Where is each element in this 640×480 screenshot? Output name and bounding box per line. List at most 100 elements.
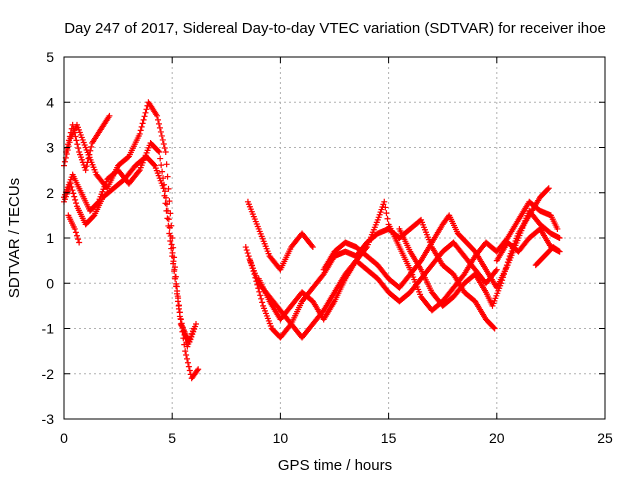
data-point bbox=[76, 239, 83, 246]
data-point bbox=[384, 215, 391, 222]
data-point bbox=[156, 124, 163, 131]
data-point bbox=[65, 137, 72, 144]
series-arc-9 bbox=[255, 198, 561, 323]
data-point bbox=[73, 200, 80, 207]
data-point bbox=[84, 159, 91, 166]
x-axis-label: GPS time / hours bbox=[278, 457, 392, 474]
data-point bbox=[501, 268, 508, 275]
data-point bbox=[154, 112, 161, 119]
data-point bbox=[162, 149, 169, 156]
data-point bbox=[176, 313, 183, 320]
data-point bbox=[308, 242, 315, 249]
data-point bbox=[159, 136, 166, 143]
data-point bbox=[170, 260, 177, 267]
data-point bbox=[259, 299, 266, 306]
data-point bbox=[504, 259, 511, 266]
axis-ticks: 0 5 10 15 20 25 -3 -2 -1 0 1 2 3 4 5 bbox=[42, 49, 613, 446]
data-point bbox=[138, 123, 145, 130]
data-point bbox=[503, 262, 510, 269]
y-tick-label: 3 bbox=[46, 140, 54, 156]
data-point bbox=[150, 161, 157, 168]
y-axis-label: SDTVAR / TECUs bbox=[6, 178, 23, 298]
data-point bbox=[106, 112, 113, 119]
data-point bbox=[87, 147, 94, 154]
x-tick-label: 10 bbox=[273, 430, 289, 446]
data-point bbox=[85, 155, 92, 162]
data-point bbox=[554, 225, 561, 232]
data-point bbox=[502, 265, 509, 272]
data-point bbox=[90, 213, 97, 220]
data-point bbox=[505, 256, 512, 263]
data-point bbox=[555, 247, 562, 254]
data-point bbox=[172, 275, 179, 282]
data-point bbox=[136, 130, 143, 137]
data-point bbox=[492, 267, 499, 274]
data-point bbox=[491, 325, 498, 332]
data-point bbox=[556, 235, 563, 241]
x-tick-label: 15 bbox=[381, 430, 397, 446]
data-point bbox=[501, 271, 508, 278]
data-point bbox=[83, 163, 90, 170]
series-arc-10 bbox=[320, 207, 563, 291]
data-point bbox=[158, 132, 165, 139]
data-point bbox=[155, 120, 162, 127]
data-point bbox=[142, 109, 149, 116]
data-point bbox=[160, 140, 167, 147]
data-point bbox=[155, 148, 162, 155]
data-point bbox=[72, 196, 79, 203]
data-point bbox=[163, 161, 170, 168]
data-point bbox=[141, 113, 148, 120]
series-arc-4 bbox=[63, 112, 113, 174]
data-point bbox=[73, 232, 80, 239]
data-point bbox=[381, 198, 388, 205]
data-point bbox=[174, 290, 181, 297]
data-point bbox=[68, 183, 75, 190]
data-point bbox=[66, 133, 73, 140]
y-tick-label: 2 bbox=[46, 185, 54, 201]
data-point bbox=[72, 133, 79, 140]
y-tick-label: 4 bbox=[46, 94, 54, 110]
data-point bbox=[498, 280, 505, 287]
data-point bbox=[309, 244, 316, 251]
x-tick-label: 25 bbox=[597, 430, 613, 446]
data-point bbox=[168, 245, 175, 252]
data-point bbox=[157, 155, 164, 162]
data-point bbox=[182, 348, 189, 355]
data-point bbox=[382, 204, 389, 211]
data-point bbox=[161, 192, 168, 199]
data-point bbox=[245, 253, 252, 260]
data-point bbox=[164, 173, 171, 180]
data-point bbox=[71, 193, 78, 200]
data-point bbox=[165, 222, 172, 229]
data-point bbox=[139, 120, 146, 127]
data-point bbox=[184, 355, 191, 362]
data-point bbox=[383, 210, 390, 217]
data-point bbox=[75, 145, 82, 152]
data-point bbox=[160, 185, 167, 192]
data-point bbox=[165, 185, 172, 192]
data-point bbox=[258, 295, 265, 302]
data-point bbox=[64, 145, 71, 152]
data-point bbox=[75, 236, 82, 243]
data-point bbox=[493, 266, 500, 273]
data-point bbox=[140, 116, 147, 123]
y-tick-label: 5 bbox=[46, 49, 54, 65]
y-tick-label: -2 bbox=[42, 366, 55, 382]
x-tick-label: 20 bbox=[489, 430, 505, 446]
data-point bbox=[162, 200, 169, 207]
data-marks bbox=[61, 99, 563, 382]
data-point bbox=[244, 250, 251, 257]
data-point bbox=[362, 245, 369, 252]
data-point bbox=[69, 187, 76, 194]
data-point bbox=[169, 253, 176, 260]
data-point bbox=[185, 363, 192, 370]
data-point bbox=[184, 359, 191, 366]
data-point bbox=[243, 247, 250, 254]
data-point bbox=[194, 367, 201, 374]
y-tick-label: 1 bbox=[46, 230, 54, 246]
series-arc-5 bbox=[65, 212, 83, 246]
data-point bbox=[174, 298, 181, 305]
series-arc-3 bbox=[61, 153, 200, 346]
